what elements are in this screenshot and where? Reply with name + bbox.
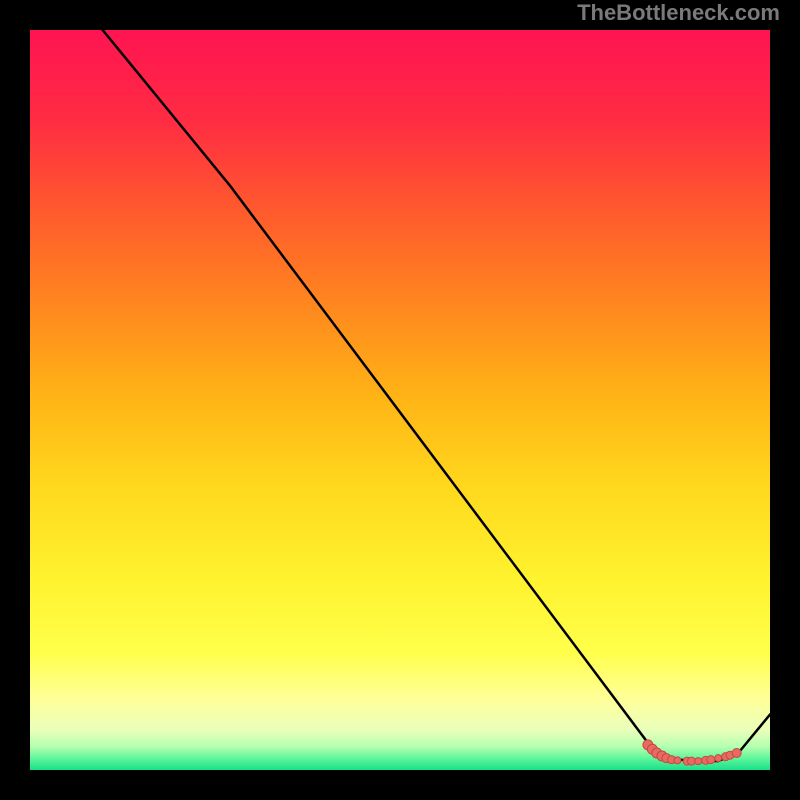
data-marker	[732, 748, 741, 757]
chart-svg	[0, 0, 800, 800]
watermark-text: TheBottleneck.com	[577, 0, 780, 26]
data-marker	[715, 755, 722, 762]
chart-gradient-bg	[30, 30, 770, 770]
data-marker	[674, 757, 681, 764]
data-marker	[695, 758, 702, 765]
chart-root: TheBottleneck.com	[0, 0, 800, 800]
data-marker	[707, 756, 715, 764]
